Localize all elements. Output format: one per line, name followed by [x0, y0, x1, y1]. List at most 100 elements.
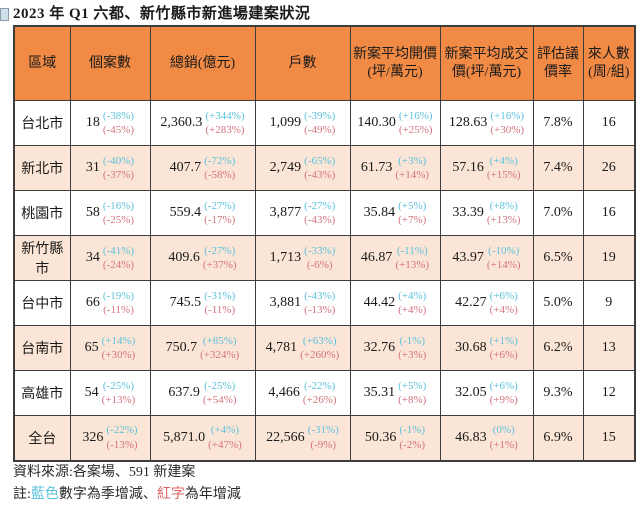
- year-change: (+6%): [489, 349, 518, 361]
- asking-price-cell: 35.84 (+5%) (+7%): [349, 190, 441, 236]
- year-change: (-25%): [102, 214, 135, 226]
- year-change: (+9%): [489, 394, 518, 406]
- header-region: 區域: [13, 25, 71, 101]
- header-avg-asking-price: 新案平均開價(坪/萬元): [349, 25, 441, 101]
- cases-cell: 31 (-40%) (-37%): [69, 145, 151, 191]
- value: 35.84: [363, 205, 396, 220]
- value: 30.68: [455, 340, 487, 355]
- deal-price-cell: 32.05 (+6%) (+9%): [439, 370, 534, 416]
- value: 57.16: [452, 160, 484, 175]
- value: 140.30: [357, 115, 396, 130]
- year-change: (-13%): [106, 438, 138, 451]
- value: 559.4: [169, 205, 202, 220]
- total-sales-cell: 637.9 (-25%) (+54%): [149, 370, 256, 416]
- year-change: (-45%): [102, 124, 135, 136]
- quarter-change: (-72%): [204, 154, 236, 167]
- quarter-change: (-27%): [204, 199, 236, 212]
- quarter-change: (-31%): [307, 424, 339, 437]
- quarter-change: (+3%): [398, 154, 427, 167]
- value: 66: [85, 295, 100, 310]
- value: 35.31: [363, 385, 396, 400]
- deal-price-cell: 33.39 (+8%) (+13%): [439, 190, 534, 236]
- year-change: (+324%): [200, 349, 240, 361]
- header-cases: 個案數: [69, 25, 151, 101]
- year-change: (+8%): [398, 394, 427, 406]
- units-cell: 4,781 (+63%) (+260%): [254, 325, 351, 371]
- value: 43.97: [452, 250, 484, 265]
- year-change: (+283%): [205, 124, 245, 136]
- year-change: (+4%): [398, 304, 427, 316]
- year-change: (-58%): [204, 169, 236, 181]
- header-total-sales: 總銷(億元): [149, 25, 256, 101]
- value: 3,877: [269, 205, 302, 220]
- header-visitors: 來人數(周/組): [582, 25, 636, 101]
- quarter-change: (-40%): [102, 154, 135, 167]
- quarter-change: (+5%): [398, 379, 427, 392]
- year-change: (+260%): [300, 349, 340, 361]
- negotiation-rate-cell: 5.0%: [532, 280, 584, 326]
- value: 50.36: [364, 429, 397, 445]
- year-change: (-43%): [304, 169, 336, 181]
- region-cell: 台中市: [13, 280, 71, 326]
- units-cell: 3,881 (-43%) (-13%): [254, 280, 351, 326]
- quarter-change: (-65%): [304, 154, 336, 167]
- total-sales-cell: 745.5 (-31%) (-11%): [149, 280, 256, 326]
- year-change: (+30%): [490, 124, 525, 136]
- quarter-change: (+16%): [398, 109, 433, 122]
- value: 2,749: [269, 160, 302, 175]
- quarter-change: (-31%): [204, 289, 236, 302]
- cases-cell: 54 (-25%) (+13%): [69, 370, 151, 416]
- quarter-change: (-33%): [304, 244, 336, 257]
- value: 22,566: [266, 429, 305, 445]
- total-sales-cell: 5,871.0 (+4%) (+47%): [149, 415, 256, 461]
- visitors-cell: 16: [582, 100, 636, 146]
- quarter-change: (+4%): [210, 424, 240, 437]
- value: 326: [82, 429, 104, 445]
- year-change: (+37%): [202, 259, 237, 271]
- deal-price-cell: 128.63 (+16%) (+30%): [439, 100, 534, 146]
- deal-price-cell: 46.83 (0%) (+1%): [439, 415, 534, 461]
- year-change: (-37%): [102, 169, 135, 181]
- header-negotiation-rate: 評估議價率: [532, 25, 584, 101]
- negotiation-rate-cell: 6.5%: [532, 235, 584, 281]
- legend-red-label: 紅字: [156, 486, 185, 502]
- asking-price-cell: 140.30 (+16%) (+25%): [349, 100, 441, 146]
- year-change: (+3%): [398, 349, 427, 361]
- deal-price-cell: 30.68 (+1%) (+6%): [439, 325, 534, 371]
- header-units: 戶數: [254, 25, 351, 101]
- visitors-cell: 15: [582, 415, 636, 461]
- value: 4,781: [265, 340, 298, 355]
- year-change: (+13%): [486, 214, 521, 226]
- year-change: (+47%): [208, 438, 242, 451]
- quarter-change: (+14%): [101, 334, 136, 347]
- negotiation-rate-cell: 7.8%: [532, 100, 584, 146]
- quarter-change: (+344%): [205, 109, 245, 122]
- value: 18: [85, 115, 100, 130]
- total-sales-cell: 409.6 (-27%) (+37%): [149, 235, 256, 281]
- asking-price-cell: 61.73 (+3%) (+14%): [349, 145, 441, 191]
- visitors-cell: 12: [582, 370, 636, 416]
- total-sales-cell: 407.7 (-72%) (-58%): [149, 145, 256, 191]
- year-change: (-6%): [306, 259, 333, 271]
- quarter-change: (0%): [492, 424, 515, 437]
- footer-notes: 資料來源:各案場、591 新建案 註:藍色數字為季增減、紅字為年增減: [13, 462, 241, 505]
- value: 44.42: [363, 295, 396, 310]
- object-anchor-icon: [0, 8, 9, 21]
- page-title: 2023 年 Q1 六都、新竹縣市新進場建案狀況: [13, 6, 311, 22]
- quarter-change: (-38%): [102, 109, 135, 122]
- year-change: (+7%): [398, 214, 427, 226]
- year-change: (+14%): [395, 169, 430, 181]
- quarter-change: (+63%): [302, 334, 337, 347]
- units-cell: 22,566 (-31%) (-9%): [254, 415, 351, 461]
- value: 2,360.3: [160, 115, 203, 130]
- year-change: (+4%): [489, 304, 518, 316]
- cases-cell: 18 (-38%) (-45%): [69, 100, 151, 146]
- year-change: (-13%): [304, 304, 336, 316]
- negotiation-rate-cell: 9.3%: [532, 370, 584, 416]
- year-change: (+15%): [486, 169, 521, 181]
- deal-price-cell: 42.27 (+6%) (+4%): [439, 280, 534, 326]
- region-cell: 高雄市: [13, 370, 71, 416]
- total-sales-cell: 2,360.3 (+344%) (+283%): [149, 100, 256, 146]
- legend-blue-label: 藍色: [30, 486, 59, 502]
- year-change: (+13%): [395, 259, 430, 271]
